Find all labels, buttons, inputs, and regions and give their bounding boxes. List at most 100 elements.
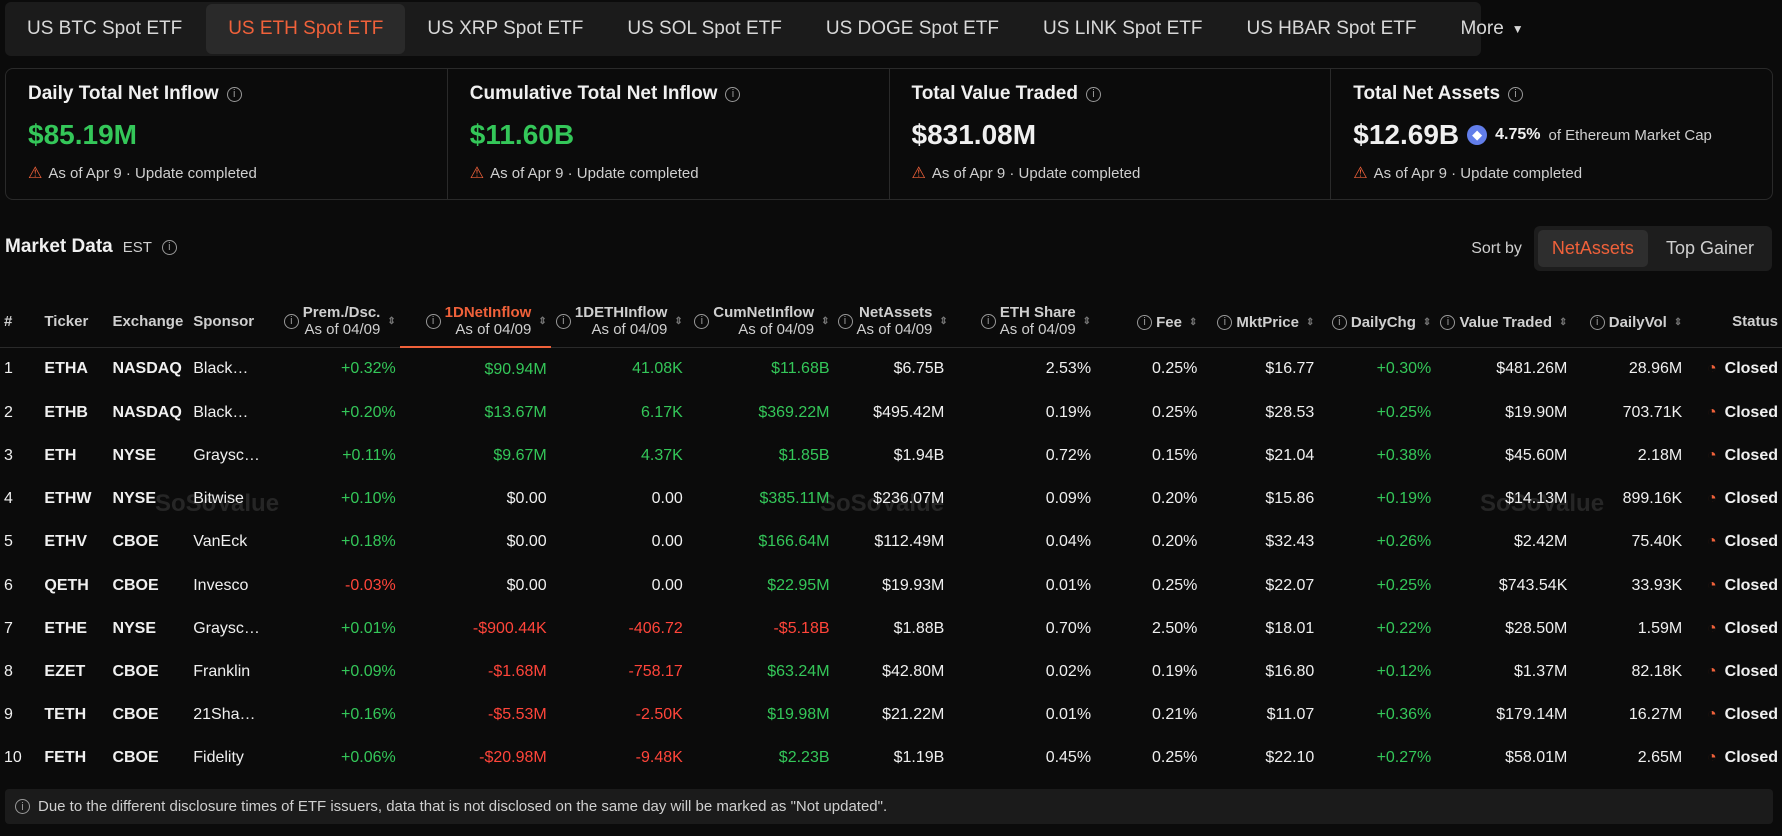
warning-icon: ⚠ [28,165,43,182]
info-icon[interactable]: i [425,313,441,329]
tab-us-eth-spot-etf[interactable]: US ETH Spot ETF [206,4,406,54]
column-header-fee[interactable]: i Fee ⇕ [1095,296,1202,348]
cell-share: 0.70% [1045,619,1092,637]
update-status-text: As of Apr 9 · Update completed [931,164,1141,182]
cell-chg: +0.30% [1376,360,1432,378]
status-text: Closed [1724,619,1778,637]
info-icon[interactable]: i [1217,314,1233,330]
card-title: Daily Total Net Inflow i [28,83,425,105]
tab-us-sol-spot-etf[interactable]: US SOL Spot ETF [605,4,804,54]
cell-status: ◔ Closed [1686,737,1782,780]
sort-arrows-icon[interactable]: ⇕ [1082,315,1092,327]
cell-prem: -0.03% [345,576,396,594]
column-header-netinflow[interactable]: i 1DNetInflow As of 04/09 ⇕ [399,296,551,348]
column-header-ethinflow[interactable]: i 1DETHInflow As of 04/09 ⇕ [550,296,687,348]
tab-us-hbar-spot-etf[interactable]: US HBAR Spot ETF [1224,4,1438,54]
table-row[interactable]: 6 QETH CBOE Invesco -0.03% $0.00 0.00 $22.95M $1… [0,564,1782,607]
sort-arrows-icon[interactable]: ⇕ [821,315,830,327]
info-icon[interactable]: i [1085,86,1101,102]
tab-us-doge-spot-etf[interactable]: US DOGE Spot ETF [804,4,1021,54]
info-icon[interactable]: i [725,86,741,102]
cell-exchange: CBOE [112,662,159,680]
sort-arrows-icon[interactable]: ⇕ [1305,316,1315,328]
sort-arrows-icon[interactable]: ⇕ [1673,316,1683,328]
table-row[interactable]: 10 FETH CBOE Fidelity +0.06% -$20.98M -9.48K $2… [0,737,1782,780]
cell-price: $16.77 [1265,360,1315,378]
cell-traded: $28.50M [1505,619,1568,637]
sort-arrows-icon[interactable]: ⇕ [939,315,948,327]
column-header-assets[interactable]: i NetAssets As of 04/09 ⇕ [833,296,949,348]
tab-us-link-spot-etf[interactable]: US LINK Spot ETF [1021,4,1224,54]
info-icon[interactable]: i [1589,314,1605,330]
info-icon[interactable]: i [161,239,177,255]
info-icon[interactable]: i [1508,86,1524,102]
sort-arrows-icon[interactable]: ⇕ [387,315,396,327]
tab-label: US BTC Spot ETF [27,18,183,39]
info-icon[interactable]: i [980,313,996,329]
tab-more[interactable]: More ▼ [1438,4,1545,54]
column-header-label: ETH Share [999,304,1076,322]
sort-arrows-icon[interactable]: ⇕ [1558,316,1568,328]
column-header-cum[interactable]: i CumNetInflow As of 04/09 ⇕ [686,296,834,348]
cell-status: ◔ Closed [1686,478,1782,521]
cell-share: 0.45% [1045,749,1092,767]
cell-ticker: TETH [44,706,87,724]
cell-cum: $19.98M [767,706,830,724]
card-title-text: Total Value Traded [911,83,1078,104]
table-row[interactable]: 4 ETHW NYSE Bitwise +0.10% $0.00 0.00 $385.11M $… [0,478,1782,521]
sort-netassets-button[interactable]: NetAssets [1537,230,1648,267]
info-icon[interactable]: i [1440,314,1456,330]
sort-arrows-icon[interactable]: ⇕ [1188,316,1198,328]
tab-label: US HBAR Spot ETF [1246,18,1417,39]
cell-chg: +0.36% [1376,706,1432,724]
cell-ethinflow: -9.48K [635,749,683,767]
info-icon[interactable]: i [226,86,242,102]
table-header-row: # Ticker Exchange Sponsor i Prem./Dsc. As of 0… [0,296,1782,348]
column-header-chg[interactable]: i DailyChg ⇕ [1318,296,1436,348]
column-header-date: As of 04/09 [738,321,815,339]
table-row[interactable]: 3 ETH NYSE Graysc… +0.11% $9.67M 4.37K $1.85B $1… [0,434,1782,477]
clock-icon: ◔ [1706,533,1717,551]
column-header-price[interactable]: i MktPrice ⇕ [1201,296,1319,348]
info-icon[interactable]: i [837,313,853,329]
table-row[interactable]: 2 ETHB NASDAQ Black… +0.20% $13.67M 6.17K $369.… [0,391,1782,434]
cell-price: $32.43 [1265,533,1315,551]
sort-top-gainer-button[interactable]: Top Gainer [1665,238,1754,258]
table-row[interactable]: 8 EZET CBOE Franklin +0.09% -$1.68M -758.17 $63… [0,650,1782,693]
cell-status: ◔ Closed [1686,650,1782,693]
info-icon[interactable]: i [283,313,299,329]
cell-sponsor: Fidelity [193,749,244,767]
cell-ticker: QETH [44,576,89,594]
cell-vol: 1.59M [1637,619,1683,637]
table-row[interactable]: 5 ETHV CBOE VanEck +0.18% $0.00 0.00 $166.64M $1… [0,521,1782,564]
cell-vol: 33.93K [1631,576,1683,594]
column-header-prem[interactable]: i Prem./Dsc. As of 04/09 ⇕ [276,296,400,348]
info-icon[interactable]: i [555,313,571,329]
cell-num: 2 [4,403,13,421]
warning-icon: ⚠ [469,165,485,182]
table-row[interactable]: 9 TETH CBOE 21Sha… +0.16% -$5.53M -2.50K $19.98… [0,694,1782,737]
info-icon[interactable]: i [1137,314,1153,330]
column-header-vol[interactable]: i DailyVol ⇕ [1571,296,1687,348]
cell-fee: 0.21% [1152,706,1198,724]
cell-chg: +0.26% [1376,533,1432,551]
status-text: Closed [1724,403,1778,421]
cell-ticker: ETHB [44,403,88,421]
column-header-traded[interactable]: i Value Traded ⇕ [1435,296,1572,348]
cell-exchange: CBOE [112,576,159,594]
column-header-share[interactable]: i ETH Share As of 04/09 ⇕ [948,296,1096,348]
cell-num: 4 [4,490,13,508]
sort-arrows-icon[interactable]: ⇕ [538,315,547,327]
table-row[interactable]: 1 ETHA NASDAQ Black… +0.32% $90.94M 41.08K $11.… [0,347,1782,391]
sort-arrows-icon[interactable]: ⇕ [674,315,683,327]
sort-control: Sort by NetAssets Top Gainer [1471,226,1772,271]
cell-status: ◔ Closed [1686,521,1782,564]
cell-exchange: CBOE [112,533,159,551]
tab-us-btc-spot-etf[interactable]: US BTC Spot ETF [5,4,204,54]
sort-arrows-icon[interactable]: ⇕ [1422,316,1432,328]
tab-us-xrp-spot-etf[interactable]: US XRP Spot ETF [405,4,605,54]
table-row[interactable]: 7 ETHE NYSE Graysc… +0.01% -$900.44K -406.72 -$… [0,607,1782,650]
info-icon[interactable]: i [694,313,710,329]
info-icon[interactable]: i [1331,314,1347,330]
cell-assets: $1.94B [893,446,945,464]
